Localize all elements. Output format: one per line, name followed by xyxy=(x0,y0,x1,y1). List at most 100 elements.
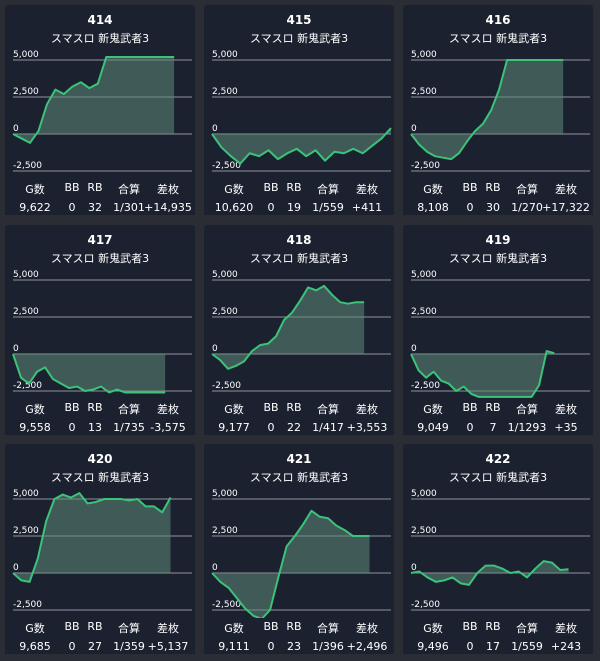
series-line xyxy=(410,350,555,398)
slump-chart: 5,000 2,500 0 -2,500 xyxy=(5,270,195,435)
header-bb: BB xyxy=(462,181,478,194)
header-games: G数 xyxy=(423,183,443,196)
series-line xyxy=(211,127,392,165)
stat-games: 9,622 xyxy=(19,201,51,214)
area-fill xyxy=(411,351,555,397)
y-tick-label: 2,500 xyxy=(13,87,39,97)
stat-bb: 0 xyxy=(68,421,76,434)
stat-games: 9,111 xyxy=(218,640,250,653)
header-games: G数 xyxy=(224,403,244,416)
stat-diff: +17,322 xyxy=(542,201,590,214)
stat-rb: 27 xyxy=(88,640,102,653)
machine-card[interactable]: 5,000 2,500 0 -2,500 414 スマスロ 新鬼武者3 G数 BB RB 合算 差枚… xyxy=(5,5,195,215)
area-fill xyxy=(212,128,391,164)
header-diff: 差枚 xyxy=(356,622,378,635)
y-tick-label: 5,000 xyxy=(212,489,238,499)
y-tick-label: 2,500 xyxy=(212,87,238,97)
area-fill xyxy=(212,285,365,369)
stats-background xyxy=(5,618,195,654)
header-diff: 差枚 xyxy=(157,183,179,196)
stat-rb: 22 xyxy=(287,421,301,434)
machine-number: 421 xyxy=(286,452,312,466)
stat-combined: 1/559 xyxy=(312,201,344,214)
stats-background xyxy=(204,618,394,654)
header-bb: BB xyxy=(263,181,279,194)
machine-model: スマスロ 新鬼武者3 xyxy=(448,32,548,45)
header-combined: 合算 xyxy=(317,622,339,635)
y-tick-label: 5,000 xyxy=(13,50,39,60)
machine-model: スマスロ 新鬼武者3 xyxy=(249,32,349,45)
machine-model: スマスロ 新鬼武者3 xyxy=(50,32,150,45)
machine-model: スマスロ 新鬼武者3 xyxy=(50,252,150,265)
stat-rb: 19 xyxy=(287,201,301,214)
y-tick-label: 2,500 xyxy=(411,526,437,536)
machine-number: 416 xyxy=(485,13,511,27)
header-combined: 合算 xyxy=(317,183,339,196)
stats-background xyxy=(204,399,394,435)
header-games: G数 xyxy=(25,622,45,635)
stats-background xyxy=(403,618,593,654)
machine-card[interactable]: 5,000 2,500 0 -2,500 419 スマスロ 新鬼武者3 G数 BB RB 合算 差枚… xyxy=(403,225,593,435)
area-fill xyxy=(411,561,569,585)
header-games: G数 xyxy=(423,622,443,635)
series-line xyxy=(12,353,166,394)
stats-header-row: G数 BB RB 合算 差枚 xyxy=(204,181,394,197)
stat-rb: 23 xyxy=(287,640,301,653)
stats-header-row: G数 BB RB 合算 差枚 xyxy=(403,181,593,197)
machine-card[interactable]: 5,000 2,500 0 -2,500 417 スマスロ 新鬼武者3 G数 BB RB 合算 差枚… xyxy=(5,225,195,435)
stat-combined: 1/559 xyxy=(511,640,543,653)
y-tick-label: 2,500 xyxy=(212,526,238,536)
header-combined: 合算 xyxy=(516,622,538,635)
machine-card[interactable]: 5,000 2,500 0 -2,500 418 スマスロ 新鬼武者3 G数 BB RB 合算 差枚… xyxy=(204,225,394,435)
stat-diff: +3,553 xyxy=(346,421,388,434)
header-diff: 差枚 xyxy=(555,183,577,196)
stat-bb: 0 xyxy=(267,421,275,434)
y-tick-label: 2,500 xyxy=(212,307,238,317)
stat-rb: 7 xyxy=(489,421,497,434)
header-diff: 差枚 xyxy=(356,403,378,416)
area-fill xyxy=(411,60,564,160)
header-diff: 差枚 xyxy=(555,403,577,416)
y-tick-label: 2,500 xyxy=(13,307,39,317)
header-bb: BB xyxy=(64,620,80,633)
stat-rb: 13 xyxy=(88,421,102,434)
y-tick-label: 5,000 xyxy=(212,50,238,60)
header-games: G数 xyxy=(423,403,443,416)
machine-card[interactable]: 5,000 2,500 0 -2,500 416 スマスロ 新鬼武者3 G数 BB RB 合算 差枚… xyxy=(403,5,593,215)
header-rb: RB xyxy=(485,620,501,633)
stats-header-row: G数 BB RB 合算 差枚 xyxy=(5,181,195,197)
y-tick-label: -2,500 xyxy=(411,600,440,610)
stats-header-row: G数 BB RB 合算 差枚 xyxy=(204,401,394,417)
machine-model: スマスロ 新鬼武者3 xyxy=(448,471,548,484)
header-bb: BB xyxy=(462,620,478,633)
slump-chart: 5,000 2,500 0 -2,500 xyxy=(204,50,394,215)
stat-combined: 1/359 xyxy=(113,640,145,653)
machine-number: 422 xyxy=(485,452,511,466)
machine-card[interactable]: 5,000 2,500 0 -2,500 420 スマスロ 新鬼武者3 G数 BB RB 合算 差枚… xyxy=(5,444,195,654)
header-games: G数 xyxy=(25,183,45,196)
stat-games: 9,685 xyxy=(19,640,51,653)
y-tick-label: 0 xyxy=(13,563,19,573)
stats-value-row: 9,622 0 32 1/301 +14,935 xyxy=(5,201,195,217)
machine-number: 419 xyxy=(485,233,511,247)
machine-number: 414 xyxy=(87,13,113,27)
machine-card[interactable]: 5,000 2,500 0 -2,500 422 スマスロ 新鬼武者3 G数 BB RB 合算 差枚… xyxy=(403,444,593,654)
stat-games: 9,496 xyxy=(417,640,449,653)
header-rb: RB xyxy=(87,620,103,633)
stats-value-row: 9,558 0 13 1/735 -3,575 xyxy=(5,421,195,437)
machine-card[interactable]: 5,000 2,500 0 -2,500 415 スマスロ 新鬼武者3 G数 BB RB 合算 差枚… xyxy=(204,5,394,215)
machine-number: 417 xyxy=(87,233,113,247)
header-diff: 差枚 xyxy=(555,622,577,635)
stat-games: 10,620 xyxy=(214,201,254,214)
stats-value-row: 10,620 0 19 1/559 +411 xyxy=(204,201,394,217)
stats-header-row: G数 BB RB 合算 差枚 xyxy=(5,401,195,417)
stat-combined: 1/417 xyxy=(312,421,344,434)
y-tick-label: -2,500 xyxy=(13,600,42,610)
y-tick-label: 5,000 xyxy=(13,489,39,499)
machine-card[interactable]: 5,000 2,500 0 -2,500 421 スマスロ 新鬼武者3 G数 BB RB 合算 差枚… xyxy=(204,444,394,654)
stat-games: 9,177 xyxy=(218,421,250,434)
stat-games: 8,108 xyxy=(417,201,449,214)
header-combined: 合算 xyxy=(317,403,339,416)
header-rb: RB xyxy=(87,181,103,194)
